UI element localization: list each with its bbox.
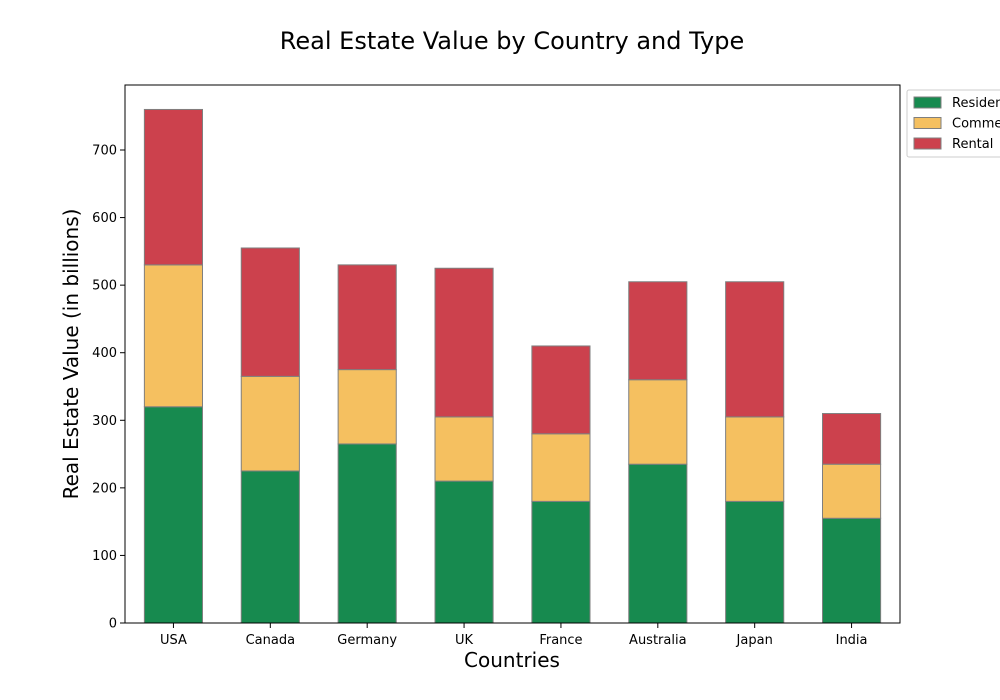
bar-canada-commercial [240,375,300,472]
x-tick-label: UK [455,633,474,648]
bar-france-residential [531,500,591,624]
legend-swatch-rental [913,137,942,150]
bar-germany-rental [337,264,397,371]
bar-india-commercial [822,463,882,519]
bar-usa-rental [143,108,203,266]
legend-swatch-commercial [913,117,942,129]
bar-germany-residential [337,443,397,624]
bar-canada-residential [240,470,300,624]
bar-australia-commercial [628,379,688,465]
x-tick-label: USA [160,633,187,648]
bars-layer [143,108,882,624]
y-tick-label: 600 [92,211,117,226]
y-axis-title: Real Estate Value (in billions) [59,209,83,500]
chart-title: Real Estate Value by Country and Type [280,27,744,55]
bar-uk-commercial [434,416,494,482]
plot-frame [124,84,901,624]
bar-uk-residential [434,480,494,624]
bar-japan-commercial [725,416,785,502]
bar-uk-rental [434,267,494,418]
bar-australia-rental [628,281,688,381]
bar-germany-commercial [337,369,397,445]
bar-usa-residential [143,406,203,624]
x-tick-label: Australia [629,633,687,648]
bar-japan-rental [725,281,785,418]
y-axis: 0 100 200 300 400 500 600 700 [92,144,125,632]
x-axis-title: Countries [464,648,560,672]
bar-france-rental [531,345,591,435]
x-tick-label: France [539,633,582,648]
x-tick-label: India [836,633,868,648]
y-tick-label: 700 [92,144,117,159]
bar-india-residential [822,517,882,624]
y-tick-label: 400 [92,346,117,361]
legend-label-residential: Residential [952,96,1000,111]
x-tick-label: Canada [246,633,295,648]
x-axis: USA Canada Germany UK France Australia Japan In… [160,623,868,648]
bar-france-commercial [531,433,591,502]
legend-label-rental: Rental [952,137,993,152]
y-tick-label: 0 [109,617,117,632]
legend: Residential Commercial Rental [906,89,1000,158]
bar-india-rental [822,413,882,465]
bar-japan-residential [725,500,785,624]
bar-australia-residential [628,463,688,624]
y-tick-label: 100 [92,549,117,564]
y-tick-label: 200 [92,481,117,496]
y-tick-label: 500 [92,279,117,294]
legend-label-commercial: Commercial [952,117,1000,132]
legend-swatch-residential [913,96,942,109]
bar-canada-rental [240,247,300,377]
x-tick-label: Germany [337,633,397,648]
x-tick-label: Japan [736,633,773,648]
y-tick-label: 300 [92,414,117,429]
bar-usa-commercial [143,264,203,408]
